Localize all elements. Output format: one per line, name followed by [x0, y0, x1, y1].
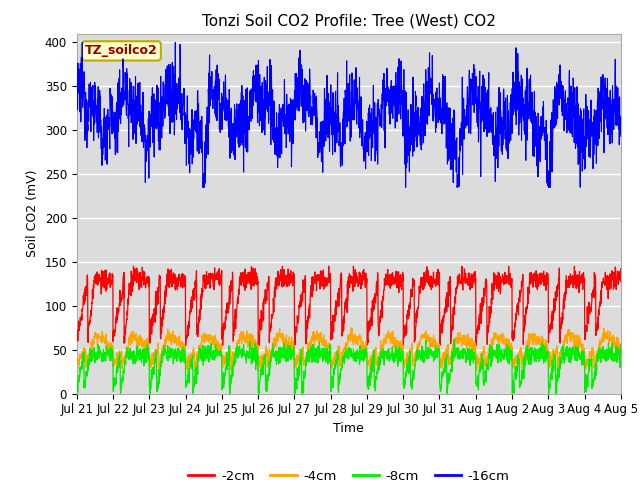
Text: TZ_soilco2: TZ_soilco2 [85, 44, 157, 58]
Legend: -2cm, -4cm, -8cm, -16cm: -2cm, -4cm, -8cm, -16cm [183, 464, 515, 480]
X-axis label: Time: Time [333, 422, 364, 435]
Title: Tonzi Soil CO2 Profile: Tree (West) CO2: Tonzi Soil CO2 Profile: Tree (West) CO2 [202, 13, 496, 28]
Y-axis label: Soil CO2 (mV): Soil CO2 (mV) [26, 170, 39, 257]
